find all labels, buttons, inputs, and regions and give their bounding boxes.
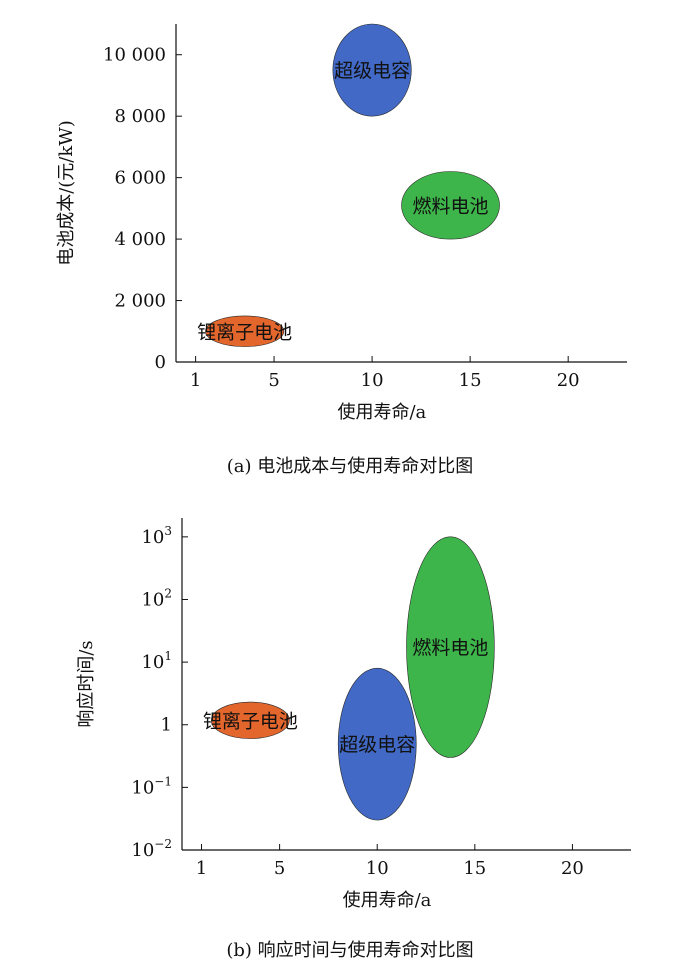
y-tick-label: 101 xyxy=(141,649,172,673)
y-tick-label: 10−1 xyxy=(131,774,172,798)
chart-b-caption: (b) 响应时间与使用寿命对比图 xyxy=(226,940,474,961)
region-label: 燃料电池 xyxy=(412,637,488,659)
x-tick-label: 5 xyxy=(268,370,279,391)
y-tick-label: 10 000 xyxy=(103,45,166,66)
y-tick-label: 8 000 xyxy=(114,106,166,127)
y-tick-label: 6 000 xyxy=(114,168,166,189)
region-燃料电池 xyxy=(406,536,495,758)
x-axis-label: 使用寿命/a xyxy=(343,890,432,911)
chart-a: 1 5 10 15 20 0 2 000 4 000 6 000 8 000 10 000 使用寿命/… xyxy=(0,0,700,480)
y-tick-label: 102 xyxy=(141,586,172,610)
chart-a-caption: (a) 电池成本与使用寿命对比图 xyxy=(226,456,474,477)
region-燃料电池 xyxy=(401,171,500,240)
y-tick-label: 10−2 xyxy=(131,837,172,861)
region-label: 锂离子电池 xyxy=(197,321,292,343)
region-锂离子电池 xyxy=(210,701,290,739)
x-axis-label: 使用寿命/a xyxy=(337,402,426,423)
region-锂离子电池 xyxy=(205,315,285,347)
x-tick-label: 10 xyxy=(361,370,384,391)
chart-b: 1 5 10 15 20 10−2 10−1 1 101 102 103 使用寿命/a 响应时间/s 燃料… xyxy=(0,490,700,970)
y-tick-label: 103 xyxy=(141,524,172,548)
y-tick-label: 0 xyxy=(155,352,166,373)
region-label: 锂离子电池 xyxy=(203,710,298,732)
x-tick-label: 20 xyxy=(561,858,584,879)
x-tick-label: 1 xyxy=(196,858,207,879)
y-tick-label: 2 000 xyxy=(114,291,166,312)
x-tick-label: 1 xyxy=(190,370,201,391)
region-label: 超级电容 xyxy=(334,60,410,82)
x-tick-label: 10 xyxy=(366,858,389,879)
region-label: 超级电容 xyxy=(339,734,415,756)
x-tick-label: 5 xyxy=(274,858,285,879)
y-axis-label: 电池成本/(元/kW) xyxy=(56,120,77,266)
region-超级电容 xyxy=(337,667,417,821)
y-axis-label: 响应时间/s xyxy=(76,640,97,727)
region-label: 燃料电池 xyxy=(413,195,489,217)
x-tick-label: 15 xyxy=(463,858,486,879)
y-tick-label: 4 000 xyxy=(114,229,166,250)
region-超级电容 xyxy=(332,23,412,117)
x-tick-label: 20 xyxy=(557,370,580,391)
y-tick-label: 1 xyxy=(161,715,172,736)
x-tick-label: 15 xyxy=(459,370,482,391)
